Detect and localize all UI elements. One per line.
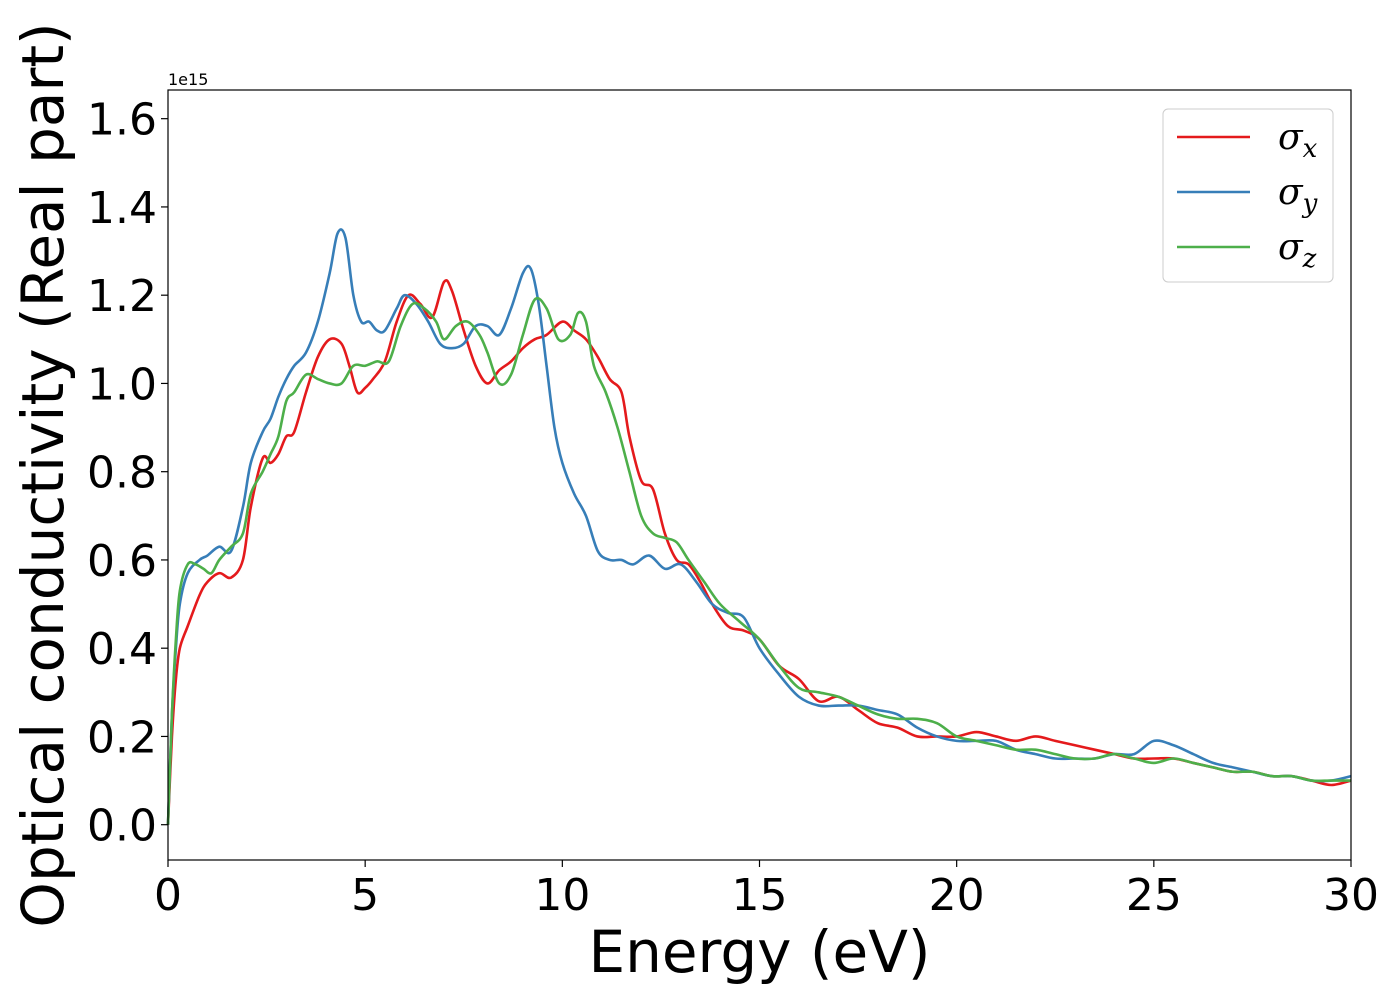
y-tick-label: 0.2 [87, 712, 157, 763]
y-tick-label: 0.6 [87, 536, 157, 587]
legend: σx σy σz [1162, 108, 1334, 283]
series-line-z [166, 296, 1351, 825]
y-tick-label: 1.4 [87, 183, 157, 234]
x-axis-title: Energy (eV) [588, 918, 930, 986]
x-tick-label: 0 [154, 870, 182, 921]
y-offset-label: 1e15 [168, 70, 208, 89]
y-axis-title: Optical conductivity (Real part) [9, 22, 77, 927]
y-tick-label: 1.2 [87, 271, 157, 322]
x-tick-label: 10 [534, 870, 590, 921]
x-tick-label: 20 [929, 870, 985, 921]
y-tick-label: 1.6 [87, 95, 157, 146]
legend-label: σz [1278, 227, 1317, 274]
series-line-y [166, 228, 1352, 825]
legend-label: σx [1278, 117, 1318, 164]
legend-item-x: σx [1177, 117, 1318, 164]
legend-item-y: σy [1177, 172, 1318, 219]
series-line-x [166, 279, 1352, 825]
y-tick-label: 1.0 [87, 359, 157, 410]
x-axis: 0 5 10 15 20 25 30 [154, 860, 1379, 921]
series-layer [166, 228, 1352, 825]
legend-item-z: σz [1177, 227, 1317, 274]
y-axis: 0.0 0.2 0.4 0.6 0.8 1.0 1.2 1.4 1.6 [87, 95, 168, 852]
y-tick-label: 0.4 [87, 624, 157, 675]
y-tick-label: 0.8 [87, 448, 157, 499]
legend-label: σy [1278, 172, 1318, 219]
legend-frame [1162, 108, 1334, 283]
x-tick-label: 15 [732, 870, 788, 921]
x-tick-label: 25 [1126, 870, 1182, 921]
x-tick-label: 30 [1323, 870, 1379, 921]
y-tick-label: 0.0 [87, 801, 157, 852]
x-tick-label: 5 [351, 870, 379, 921]
